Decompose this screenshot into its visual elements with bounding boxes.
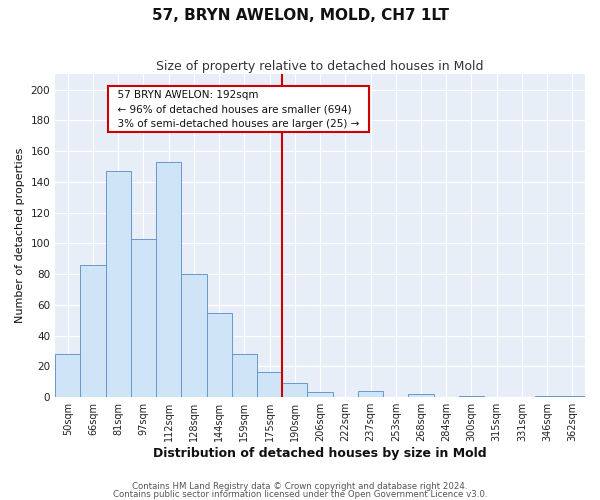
Bar — [131, 238, 156, 397]
Bar — [282, 383, 307, 397]
Bar — [232, 354, 257, 397]
Bar — [358, 391, 383, 397]
Bar — [307, 392, 332, 397]
Text: 57 BRYN AWELON: 192sqm
  ← 96% of detached houses are smaller (694)
  3% of semi: 57 BRYN AWELON: 192sqm ← 96% of detached… — [110, 90, 365, 129]
Bar — [80, 265, 106, 397]
Y-axis label: Number of detached properties: Number of detached properties — [15, 148, 25, 324]
Bar — [535, 396, 560, 397]
Bar — [409, 394, 434, 397]
Bar — [181, 274, 206, 397]
Bar — [459, 396, 484, 397]
Bar — [257, 372, 282, 397]
Bar — [156, 162, 181, 397]
X-axis label: Distribution of detached houses by size in Mold: Distribution of detached houses by size … — [153, 447, 487, 460]
Bar — [55, 354, 80, 397]
Title: Size of property relative to detached houses in Mold: Size of property relative to detached ho… — [157, 60, 484, 73]
Text: Contains HM Land Registry data © Crown copyright and database right 2024.: Contains HM Land Registry data © Crown c… — [132, 482, 468, 491]
Bar — [106, 171, 131, 397]
Text: 57, BRYN AWELON, MOLD, CH7 1LT: 57, BRYN AWELON, MOLD, CH7 1LT — [151, 8, 449, 22]
Bar — [560, 396, 585, 397]
Bar — [206, 312, 232, 397]
Text: Contains public sector information licensed under the Open Government Licence v3: Contains public sector information licen… — [113, 490, 487, 499]
